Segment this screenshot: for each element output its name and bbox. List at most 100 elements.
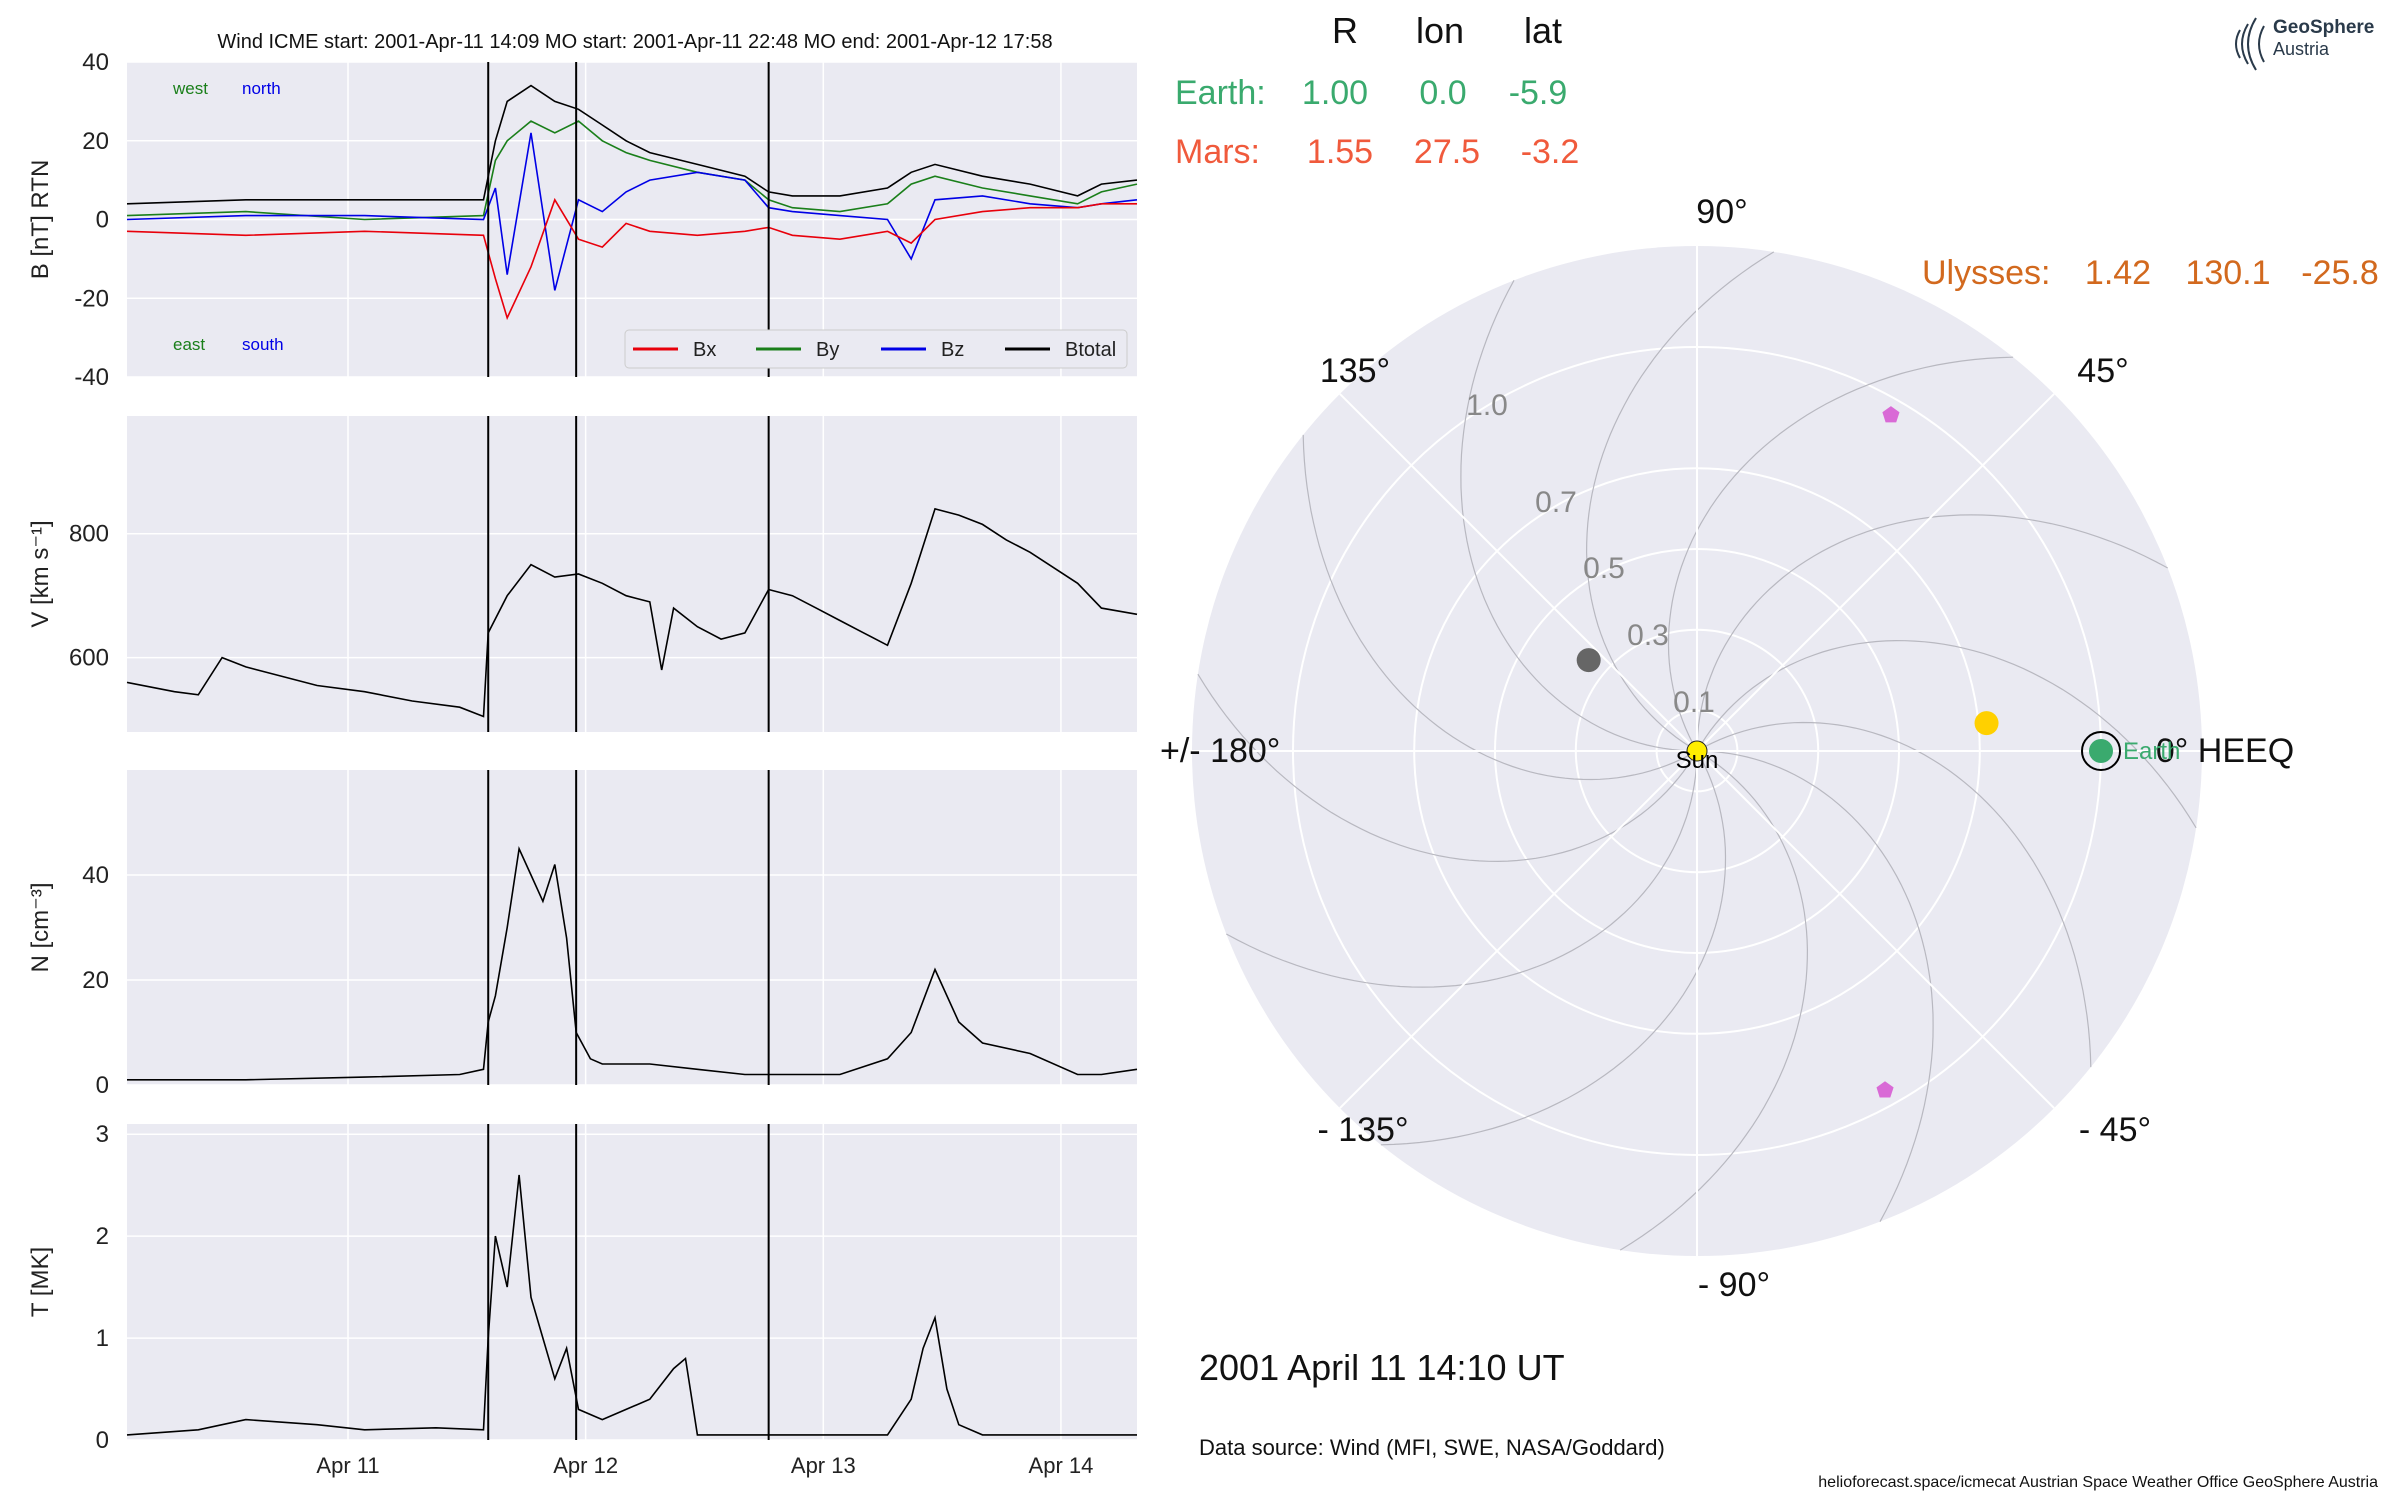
plot-area [127, 770, 1137, 1085]
logo-line1: GeoSphere [2273, 17, 2374, 38]
col-header-lat: lat [1524, 10, 1562, 51]
y-tick-label: -40 [74, 364, 109, 391]
density-panel: 0 20 40 N [cm⁻³] [27, 770, 1138, 1099]
field-direction-annotation: west [172, 79, 208, 98]
body-mercury [1576, 648, 1601, 673]
earth-row-lon: 0.0 [1419, 74, 1466, 112]
y-tick-label: 0 [96, 1072, 109, 1099]
y-axis-label: T [MK] [27, 1247, 54, 1317]
angle-label: - 90° [1698, 1266, 1770, 1304]
series-line-bz [126, 132, 1138, 291]
y-tick-label: 40 [82, 862, 109, 889]
radial-tick-label: 1.0 [1466, 389, 1508, 422]
earth-row-r: 1.00 [1302, 74, 1368, 112]
body-venus [1974, 711, 1999, 736]
earth-row-name: Earth: [1175, 74, 1266, 112]
datetime-label: 2001 April 11 14:10 UT [1199, 1347, 1565, 1388]
col-header-lon: lon [1416, 10, 1464, 51]
parker-spiral [1696, 750, 1934, 1222]
field-direction-annotation: north [242, 79, 281, 98]
series-line-t [126, 1174, 1137, 1436]
radial-tick-label: 0.7 [1535, 486, 1577, 519]
series-line-v [126, 507, 1138, 718]
body-earth-label: Earth [2123, 738, 2180, 765]
angle-label: 0° HEEQ [2156, 732, 2294, 770]
legend-label: Bz [941, 339, 964, 361]
legend-label: By [816, 339, 839, 361]
body-sun-label: Sun [1676, 747, 1719, 774]
y-tick-label: 20 [82, 128, 109, 155]
series-line-btotal [126, 84, 1138, 205]
radial-tick-label: 0.3 [1627, 619, 1669, 652]
position-table: R lon lat Earth: 1.00 0.0 -5.9 Mars: 1.5… [1175, 10, 2379, 292]
y-tick-label: -20 [74, 285, 109, 312]
y-tick-label: 40 [82, 49, 109, 76]
y-tick-label: 1 [96, 1325, 109, 1352]
body-earth [2089, 739, 2113, 763]
insitu-title: Wind ICME start: 2001-Apr-11 14:09 MO st… [217, 31, 1052, 53]
angle-label: 90° [1696, 193, 1747, 231]
legend-box [624, 329, 1128, 369]
geosphere-logo: GeoSphere Austria [2235, 17, 2374, 71]
x-tick-label: Apr 11 [316, 1453, 379, 1478]
angular-grid-line [1339, 393, 1698, 752]
ulysses-row-r: 1.42 [2085, 254, 2151, 292]
mars-row-lon: 27.5 [1414, 133, 1480, 171]
radial-tick-label: 0.1 [1673, 686, 1715, 719]
mars-row-lat: -3.2 [1521, 133, 1580, 171]
parker-spiral [1619, 750, 1809, 1251]
angular-grid-line [1696, 750, 2055, 1109]
parker-spiral [1696, 514, 2168, 752]
parker-spiral [1380, 750, 1727, 1146]
y-tick-label: 800 [69, 521, 109, 548]
radial-tick-label: 0.5 [1583, 552, 1625, 585]
parker-spiral [1667, 356, 2014, 752]
plot-area [127, 1124, 1137, 1440]
angle-label: 135° [1320, 352, 1390, 390]
col-header-r: R [1332, 10, 1358, 51]
y-tick-label: 600 [69, 645, 109, 672]
y-axis-label: V [km s⁻¹] [27, 520, 54, 627]
parker-spiral [1302, 434, 1698, 781]
angular-grid-line [1696, 393, 2055, 752]
logo-line2: Austria [2273, 39, 2330, 59]
ulysses-row-lat: -25.8 [2301, 254, 2379, 292]
field-direction-annotation: east [173, 335, 205, 354]
ulysses-row-name: Ulysses: [1922, 254, 2050, 292]
magnetic-field-panel: -40 -20 0 20 40 B [nT] RTN west north east south B… [27, 49, 1138, 391]
y-tick-label: 0 [96, 207, 109, 234]
legend-label: Btotal [1065, 339, 1116, 361]
angle-label: 45° [2077, 352, 2128, 390]
data-source: Data source: Wind (MFI, SWE, NASA/Goddar… [1199, 1435, 1665, 1460]
polar-position-plot: 0.1 0.3 0.50.7 1.0 0° HEEQ 45° 90° 135° +/- 180°… [1160, 193, 2294, 1304]
credits: helioforecast.space/icmecat Austrian Spa… [1818, 1474, 2378, 1491]
parker-spiral [1460, 280, 1698, 752]
y-axis-label: N [cm⁻³] [27, 883, 54, 973]
angle-label: +/- 180° [1160, 732, 1280, 770]
series-line-bx [126, 197, 1137, 321]
y-tick-label: 2 [96, 1223, 109, 1250]
legend-label: Bx [693, 339, 716, 361]
parker-spiral [1696, 639, 2197, 829]
parker-spiral [1197, 673, 1698, 863]
angle-label: - 45° [2079, 1111, 2151, 1149]
x-tick-label: Apr 12 [553, 1453, 618, 1478]
y-tick-label: 3 [96, 1121, 109, 1148]
mars-row-r: 1.55 [1307, 133, 1373, 171]
body-stereo-a [1882, 406, 1900, 423]
parker-spiral [1585, 251, 1775, 752]
body-earth-ring [2081, 731, 2121, 771]
x-tick-label: Apr 13 [791, 1453, 856, 1478]
y-tick-label: 20 [82, 967, 109, 994]
ulysses-row-lon: 130.1 [2185, 254, 2270, 292]
plot-area [127, 416, 1137, 732]
y-tick-label: 0 [96, 1427, 109, 1454]
parker-spiral [1226, 750, 1698, 988]
temperature-panel: 0 1 2 3 T [MK] [27, 1121, 1137, 1454]
mars-row-name: Mars: [1175, 133, 1260, 171]
logo-icon [2235, 17, 2265, 71]
parker-spiral [1696, 721, 2092, 1068]
body-sun [1686, 740, 1708, 762]
speed-panel: 600 800 V [km s⁻¹] [27, 416, 1138, 732]
